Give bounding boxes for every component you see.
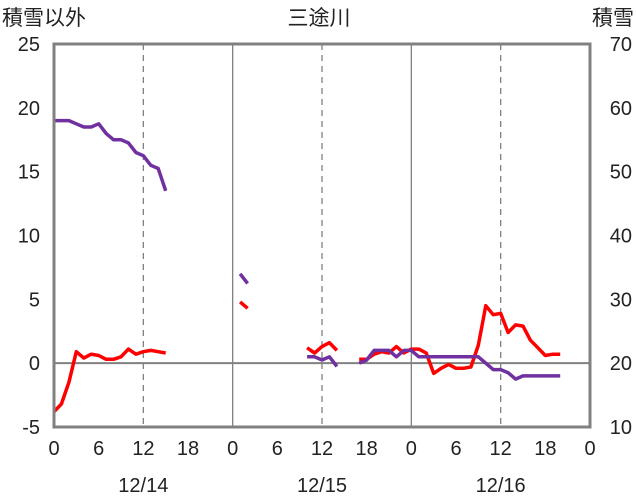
y-left-tick-label: 25: [18, 34, 40, 56]
y-left-tick-label: 5: [29, 289, 40, 311]
x-tick-label: 12: [311, 438, 333, 460]
y-left-axis-title: 積雪以外: [2, 7, 86, 30]
y-left-tick-label: 10: [18, 226, 40, 248]
y-right-tick-label: 30: [610, 289, 632, 311]
y-left-ticks: -5 0 5 10 15 20 25: [18, 34, 40, 439]
y-right-tick-label: 50: [610, 162, 632, 184]
x-tick-label: 18: [177, 438, 199, 460]
x-tick-label: 0: [584, 438, 595, 460]
y-left-tick-label: 20: [18, 98, 40, 120]
x-tick-label: 0: [406, 438, 417, 460]
x-tick-label: 12: [490, 438, 512, 460]
series-lines: [52, 118, 561, 413]
chart-title: 三途川: [288, 7, 351, 30]
x-tick-label: 6: [93, 438, 104, 460]
y-left-tick-label: 15: [18, 162, 40, 184]
y-left-tick-label: 0: [29, 353, 40, 375]
temperature-line: [359, 303, 561, 376]
x-tick-label: 18: [534, 438, 556, 460]
snow-depth-line: [358, 348, 561, 381]
x-tick-label: 12: [132, 438, 154, 460]
date-labels: 12/14 12/15 12/16: [118, 475, 525, 497]
y-right-tick-label: 10: [610, 417, 632, 439]
y-right-tick-label: 60: [610, 98, 632, 120]
y-right-tick-label: 20: [610, 353, 632, 375]
temperature-line: [52, 347, 166, 413]
x-tick-label: 18: [356, 438, 378, 460]
x-tick-label: 6: [450, 438, 461, 460]
y-right-tick-label: 70: [610, 34, 632, 56]
y-left-tick-label: -5: [22, 417, 40, 439]
date-label: 12/16: [476, 475, 526, 497]
snow-depth-line: [54, 118, 168, 192]
date-label: 12/15: [297, 475, 347, 497]
plot-frame: [52, 42, 592, 429]
x-tick-label: 6: [272, 438, 283, 460]
y-right-ticks: 10 20 30 40 50 60 70: [610, 34, 632, 439]
temperature-line: [238, 300, 249, 310]
x-tick-label: 0: [48, 438, 59, 460]
snow-depth-line: [307, 355, 339, 368]
snow-depth-line: [238, 272, 249, 285]
x-ticks: 0 6 12 18 0 6 12 18 0 6 12 18 0: [48, 438, 595, 460]
y-right-tick-label: 40: [610, 226, 632, 248]
temperature-line: [306, 340, 339, 355]
x-tick-label: 0: [227, 438, 238, 460]
grid-lines: [54, 44, 590, 427]
y-right-axis-title: 積雪: [592, 7, 634, 30]
date-label: 12/14: [118, 475, 168, 497]
